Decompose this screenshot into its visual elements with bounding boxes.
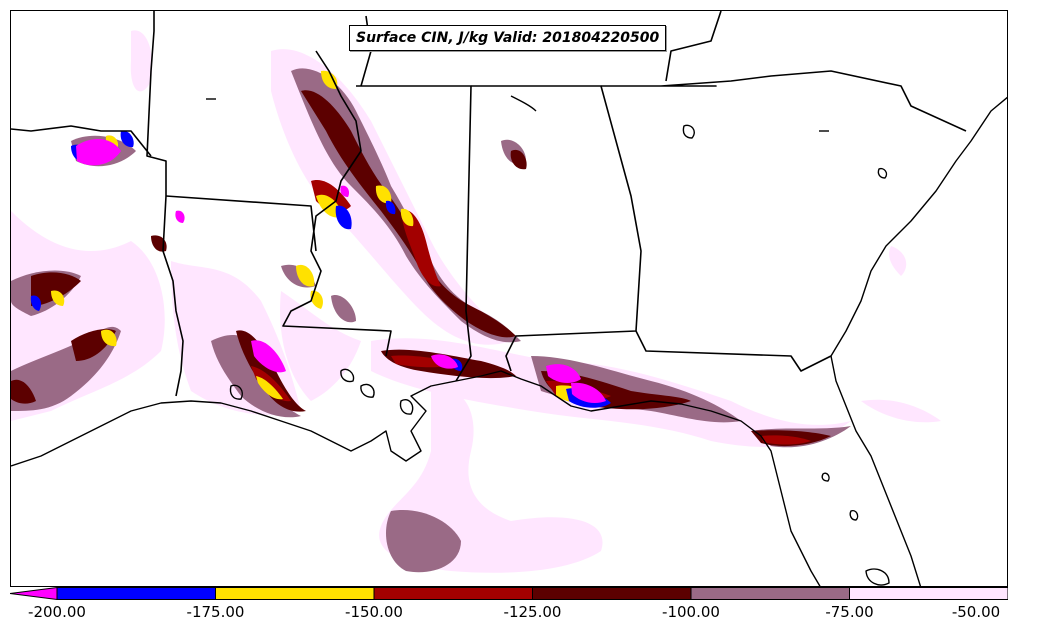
colorbar-tick-label: -200.00 [28,603,86,621]
cin-shading-light [11,30,941,573]
colorbar-tick-label: -75.00 [825,603,874,621]
colorbar-bin [849,587,1008,600]
state-borders [11,11,967,397]
colorbar [10,587,1008,600]
colorbar-tick-label: -125.00 [503,603,562,621]
colorbar-bin [215,587,375,600]
colorbar-tick-label: -175.00 [186,603,245,621]
cin-map [11,11,1007,586]
coastlines [11,95,1007,586]
colorbar-bin [690,587,850,600]
colorbar-tick-label: -150.00 [345,603,403,621]
colorbar-bin [56,587,216,600]
colorbar-tick-label: -50.00 [951,603,1001,621]
colorbar-bin [373,587,533,600]
map-title: Surface CIN, J/kg Valid: 201804220500 [349,25,667,51]
cin-shading-magenta [76,139,606,404]
colorbar-extend-triangle [10,587,58,600]
colorbar-bin [532,587,692,600]
map-panel: Surface CIN, J/kg Valid: 201804220500 [10,10,1008,587]
colorbar-tick-label: -100.00 [662,603,720,621]
